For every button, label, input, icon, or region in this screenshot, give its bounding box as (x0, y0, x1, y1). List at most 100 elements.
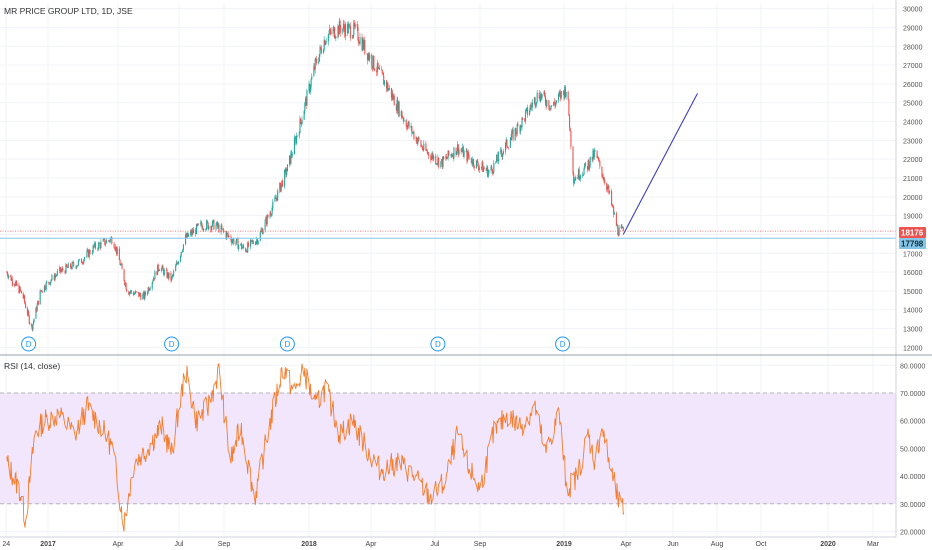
candle-body (368, 54, 370, 60)
candle-body (505, 139, 507, 143)
candle-body (59, 267, 61, 271)
candle-body (548, 100, 550, 109)
candle-body (265, 217, 267, 221)
candle-body (458, 149, 460, 155)
candle-body (203, 228, 205, 231)
candle-body (515, 133, 518, 135)
candle-body (236, 238, 238, 243)
candle-body (491, 169, 493, 173)
time-axis-label: Apr (113, 541, 125, 548)
dividend-circle (430, 336, 446, 352)
candle-body (308, 84, 310, 91)
candle-body (551, 105, 553, 107)
candle-body (316, 59, 318, 64)
candle-body (550, 105, 552, 110)
candle-body (589, 156, 591, 166)
candle-body (228, 236, 230, 238)
candle-body (288, 155, 291, 165)
candle-body (40, 290, 42, 292)
candle-body (621, 226, 623, 228)
candle-body (364, 40, 366, 54)
candle-body (367, 53, 369, 61)
candle-body (84, 257, 86, 260)
candle-body (580, 175, 582, 179)
candle-body (426, 150, 428, 154)
candle-body (65, 264, 67, 274)
candle-body (386, 83, 388, 89)
candle-body (451, 154, 453, 157)
candle-body (198, 223, 200, 225)
candle-body (46, 281, 48, 283)
candle-body (558, 93, 560, 95)
candle-body (163, 269, 165, 275)
candle-body (463, 151, 465, 157)
candle-body (526, 107, 528, 109)
candle-body (222, 228, 224, 232)
candle-body (59, 267, 62, 272)
candle-body (457, 144, 459, 152)
candle-body (314, 66, 316, 70)
candle-body (398, 102, 400, 117)
candle-body (231, 240, 233, 244)
candle-body (266, 214, 268, 225)
candle-body (378, 67, 380, 69)
trend-line[interactable] (622, 93, 699, 235)
time-axis-label: Apr (621, 541, 633, 548)
candle-body (193, 229, 195, 234)
dividend-marker[interactable]: D (164, 336, 180, 352)
candle-body (337, 26, 339, 37)
candle-body (383, 75, 385, 85)
price-axis-label: 14000 (903, 308, 923, 315)
rsi-series-line (6, 362, 625, 532)
time-axis-label: 2019 (556, 541, 572, 548)
candle-body (97, 248, 99, 250)
candle-body (325, 41, 327, 46)
candle-body (243, 245, 245, 249)
dividend-marker[interactable]: D (555, 336, 571, 352)
candle-body (318, 54, 320, 62)
trend-line-drawing[interactable] (622, 93, 699, 235)
candle-body (293, 138, 295, 155)
candle-body (344, 28, 346, 37)
candle-body (249, 239, 252, 247)
candle-body (108, 240, 111, 242)
candle-body (342, 23, 345, 29)
candle-body (487, 166, 489, 177)
candle-body (138, 293, 141, 297)
candle-body (467, 152, 469, 157)
candle-body (381, 70, 383, 74)
candle-body (482, 167, 485, 173)
candles[interactable] (6, 17, 624, 332)
dividend-marker[interactable]: D (279, 336, 295, 352)
price-axis-label: 13000 (903, 327, 923, 334)
candle-body (135, 291, 137, 293)
candle-body (305, 98, 307, 106)
candle-body (432, 153, 434, 160)
candle-body (549, 108, 551, 110)
candle-body (262, 230, 264, 234)
candle-body (421, 146, 423, 150)
candle-body (70, 263, 72, 268)
candle-body (582, 174, 584, 176)
candle-body (587, 160, 589, 170)
candle-body (113, 243, 115, 249)
candle-body (418, 137, 420, 141)
dividend-marker[interactable]: D (430, 336, 446, 352)
candle-body (104, 238, 106, 245)
candle-body (305, 98, 307, 103)
candle-body (446, 156, 448, 159)
dividend-marker[interactable]: D (21, 336, 37, 352)
candle-body (376, 70, 378, 73)
dividend-label: D (435, 340, 441, 349)
candle-body (54, 275, 56, 280)
candle-body (109, 238, 111, 242)
candle-body (221, 225, 223, 229)
time-axis-label: 2017 (40, 541, 56, 548)
candle-body (477, 161, 479, 166)
candle-body (520, 125, 522, 132)
candle-body (72, 262, 74, 263)
candle-body (420, 140, 422, 147)
candle-body (195, 229, 197, 234)
